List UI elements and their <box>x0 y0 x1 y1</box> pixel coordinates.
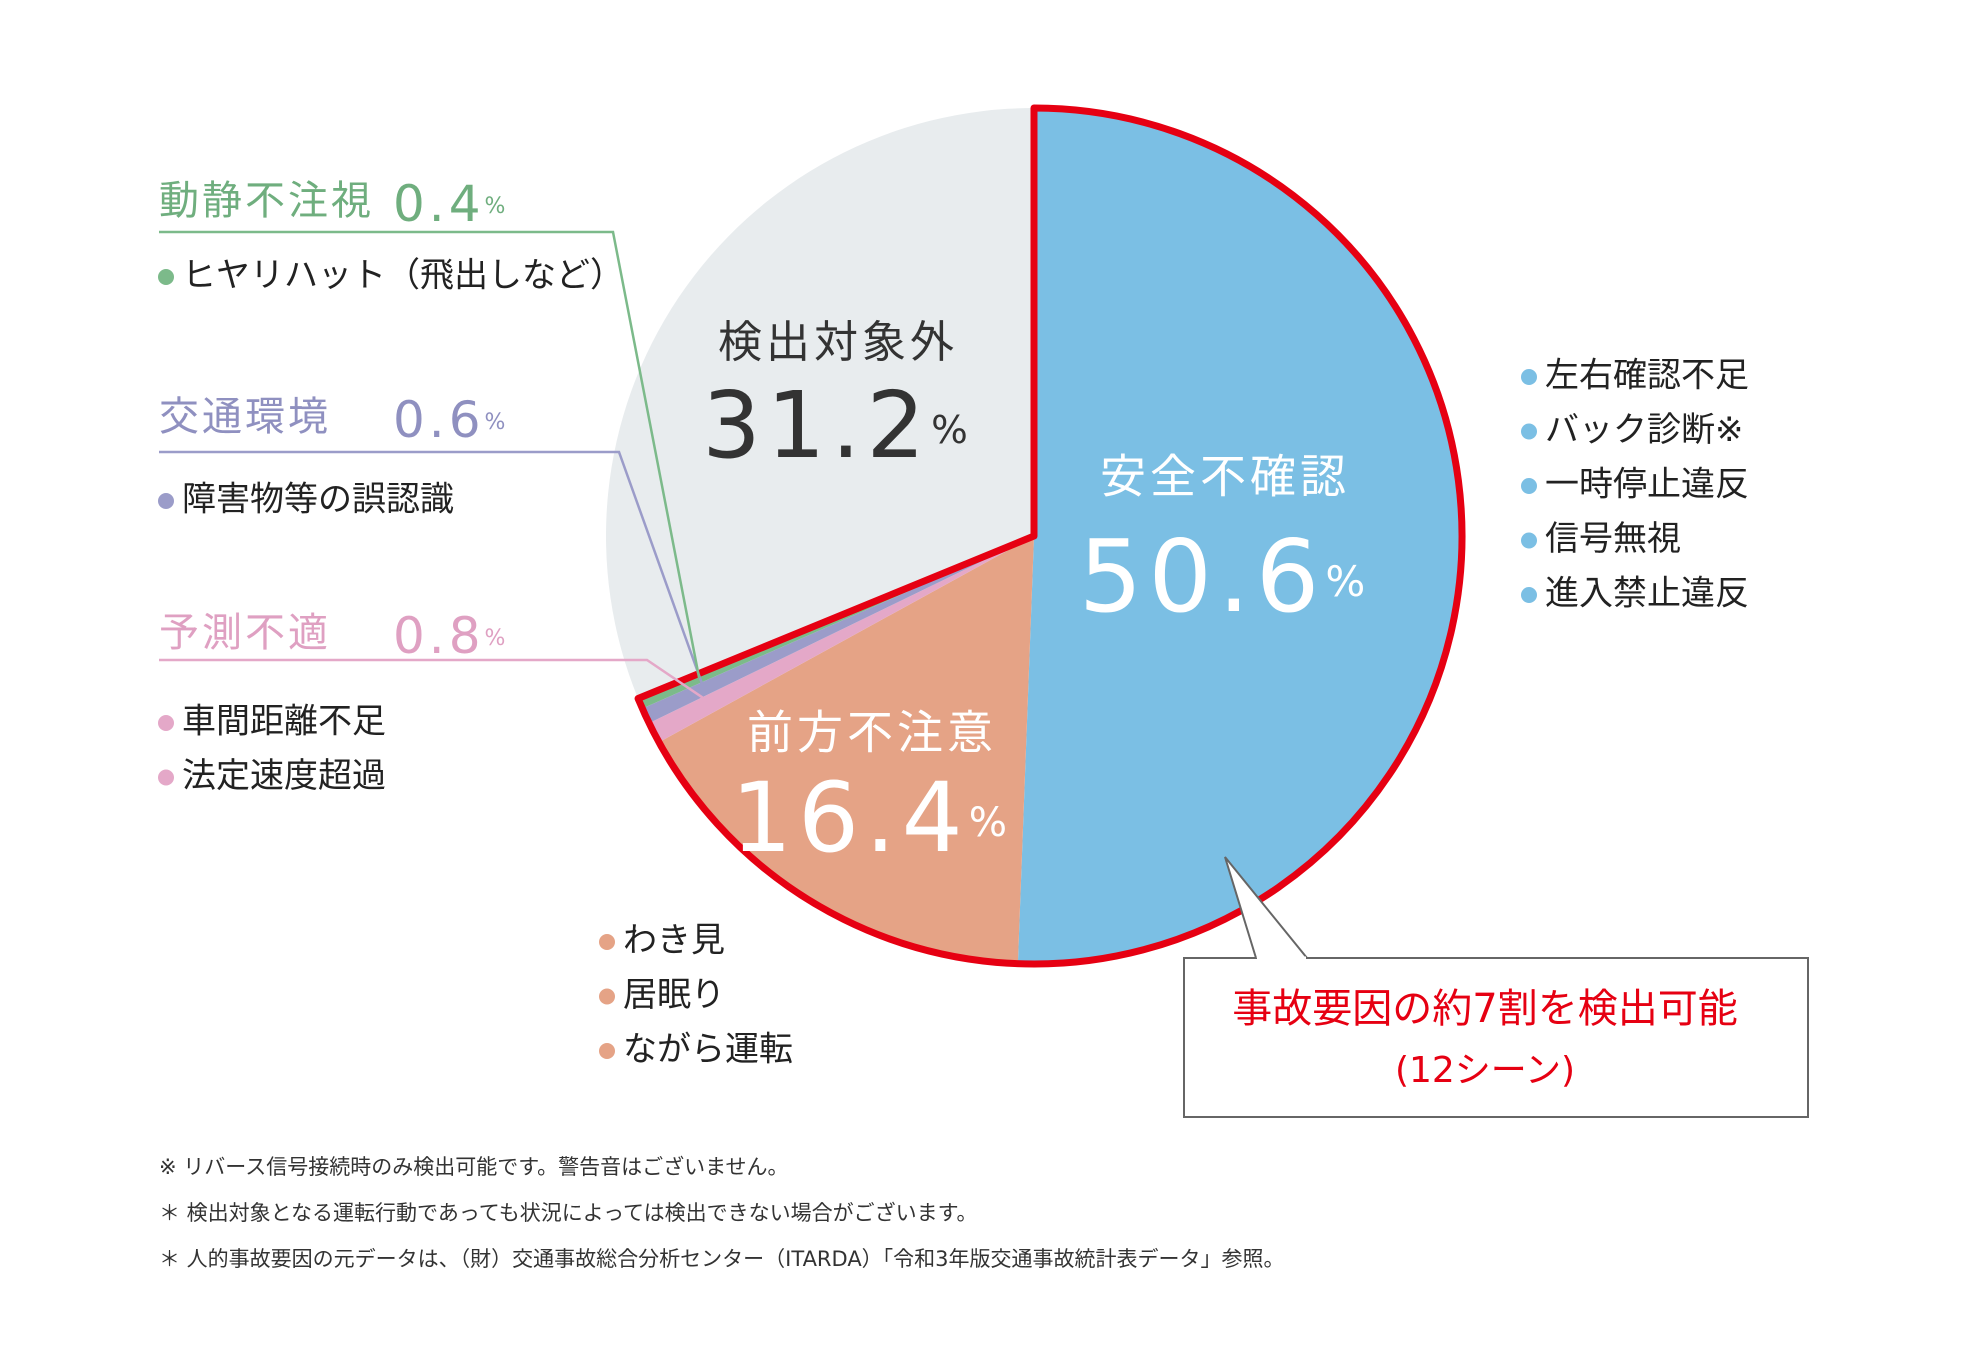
value-label: 31.2 <box>702 372 931 479</box>
callout-text: 事故要因の約7割を検出可能 <box>1232 986 1737 1032</box>
bullet <box>1521 478 1537 494</box>
item-label: ヒヤリハット（飛出しなど） <box>182 256 624 296</box>
bullet <box>599 1043 615 1059</box>
bullet <box>599 988 615 1005</box>
bullet <box>158 493 174 509</box>
slice-value: 0.4% <box>393 175 509 233</box>
footnote: ＊ 検出対象となる運転行動であっても状況によっては検出できない場合がございます。 <box>159 1201 978 1225</box>
unit: % <box>969 799 1013 846</box>
pie-slice <box>649 536 1034 743</box>
slice-value: 0.6% <box>393 391 509 449</box>
bullet <box>1521 587 1537 603</box>
pie-slice <box>606 107 1034 699</box>
slice-name: 交通環境 <box>159 394 331 440</box>
footnote: ＊ 人的事故要因の元データは、（財）交通事故総合分析センター（ITARDA）「令… <box>159 1247 1285 1271</box>
unit: % <box>485 626 510 651</box>
slice-value: 0.8% <box>393 607 509 665</box>
item-label: 法定速度超過 <box>182 756 386 796</box>
slice-value: 16.4% <box>731 762 1013 874</box>
leader-line <box>159 230 701 679</box>
bullet <box>599 934 615 950</box>
item-label: 障害物等の誤認識 <box>182 480 454 520</box>
item-label: わき見 <box>623 921 725 961</box>
bullet <box>158 269 174 285</box>
highlight-outline <box>634 104 1466 968</box>
value-label: 0.8 <box>393 607 485 665</box>
item-label: 車間距離不足 <box>182 702 386 742</box>
slice-name: 予測不適 <box>159 610 331 656</box>
bullet <box>158 769 174 786</box>
bullet <box>158 715 174 731</box>
unit: % <box>1325 557 1371 606</box>
item-label: 一時停止違反 <box>1545 465 1749 505</box>
pie <box>606 104 1466 968</box>
value-label: 0.6 <box>393 391 485 449</box>
slice-value: 50.6% <box>1079 518 1372 635</box>
pie-slice <box>1017 108 1462 964</box>
slice-name: 安全不確認 <box>1100 450 1350 504</box>
callout-text: (12シーン) <box>1395 1050 1575 1091</box>
bullet <box>1521 532 1537 549</box>
footnote: ※ リバース信号接続時のみ検出可能です。警告音はございません。 <box>159 1155 789 1179</box>
value-label: 16.4 <box>731 762 969 874</box>
unit: % <box>485 410 510 435</box>
bullet <box>1521 423 1537 440</box>
item-label: 左右確認不足 <box>1545 356 1749 396</box>
item-label: 進入禁止違反 <box>1545 574 1749 614</box>
slice-value: 31.2% <box>702 372 974 479</box>
unit: % <box>485 194 510 219</box>
value-label: 0.4 <box>393 175 485 233</box>
slice-name: 前方不注意 <box>747 706 997 760</box>
item-label: バック診断※ <box>1545 410 1744 450</box>
callout-box <box>1183 957 1809 1118</box>
item-label: ながら運転 <box>623 1030 793 1070</box>
callout-pointer <box>1224 856 1308 959</box>
leader-line <box>159 658 712 705</box>
value-label: 50.6 <box>1079 518 1326 635</box>
bullet <box>1521 369 1537 385</box>
slice-name: 検出対象外 <box>718 317 958 368</box>
item-label: 居眠り <box>623 975 725 1015</box>
unit: % <box>931 408 974 453</box>
leader-line <box>159 450 706 690</box>
item-label: 信号無視 <box>1545 519 1681 559</box>
slice-name: 動静不注視 <box>159 178 374 224</box>
pie-slice <box>642 536 1034 724</box>
